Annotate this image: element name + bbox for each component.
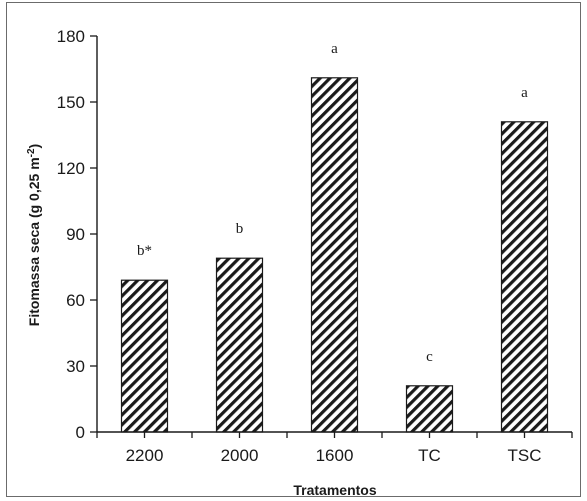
bar-letter-tc: c: [426, 349, 433, 365]
bar-1600: [310, 77, 359, 433]
y-axis-title: Fitomassa seca (g 0,25 m-2): [26, 144, 43, 326]
bar-letter-1600: a: [331, 41, 338, 57]
bar-tc: [405, 385, 454, 433]
bar-letter-2200: b*: [137, 243, 152, 259]
y-tick-label-90: 90: [66, 225, 85, 244]
x-axis-title: Tratamentos: [293, 482, 376, 498]
y-tick-label-150: 150: [57, 93, 85, 112]
chart-frame: [6, 2, 581, 497]
y-tick-label-120: 120: [57, 159, 85, 178]
bar-tsc: [500, 121, 549, 433]
bar-letter-2000: b: [236, 221, 244, 237]
x-tick-label-tc: TC: [418, 446, 441, 465]
bar-letter-tsc: a: [521, 85, 528, 101]
y-tick-label-60: 60: [66, 291, 85, 310]
x-tick-label-2200: 2200: [126, 446, 164, 465]
bar-2000: [215, 257, 264, 433]
y-tick-label-30: 30: [66, 357, 85, 376]
x-tick-label-tsc: TSC: [508, 446, 542, 465]
x-tick-label-1600: 1600: [316, 446, 354, 465]
y-tick-label-0: 0: [76, 423, 85, 442]
y-tick-label-180: 180: [57, 27, 85, 46]
x-tick-label-2000: 2000: [221, 446, 259, 465]
bar-2200: [120, 279, 169, 433]
